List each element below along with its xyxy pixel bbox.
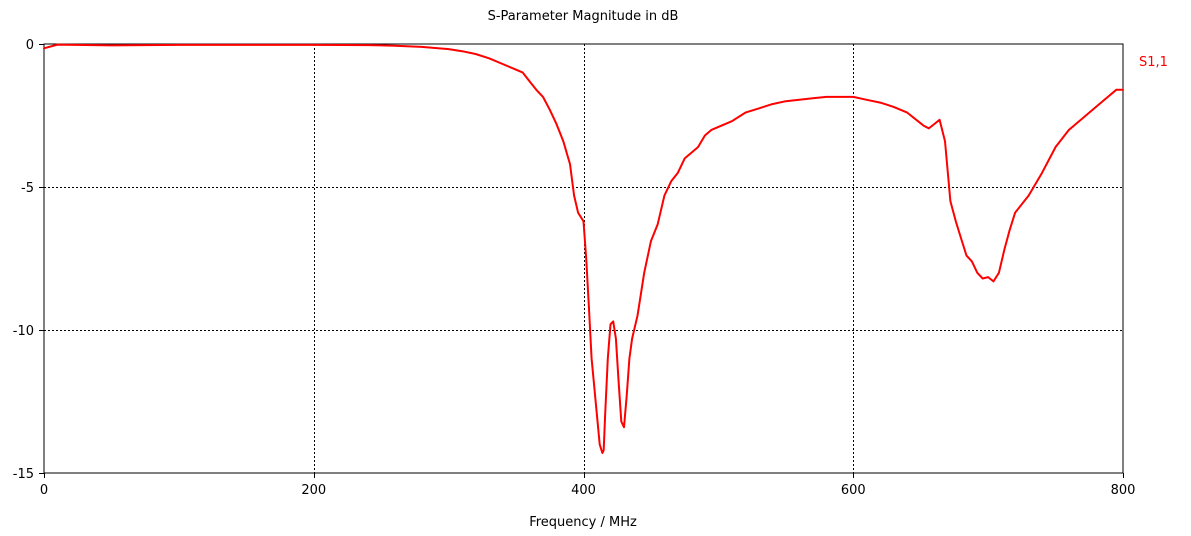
- y-tick-label: -5: [21, 181, 34, 196]
- plot-area: [43, 43, 1124, 474]
- grid-lines: [44, 44, 1123, 473]
- x-tick-label: 200: [301, 483, 326, 498]
- x-tick-label: 0: [40, 483, 48, 498]
- x-tick-label: 800: [1111, 483, 1136, 498]
- chart-title: S-Parameter Magnitude in dB: [488, 9, 679, 24]
- series-line-s11: [43, 43, 1124, 454]
- x-tick-label: 400: [571, 483, 596, 498]
- x-axis-label: Frequency / MHz: [529, 515, 637, 530]
- y-tick-label: 0: [26, 38, 34, 53]
- y-tick-label: -15: [13, 467, 34, 482]
- series-layer: [43, 43, 1124, 454]
- legend-entry-s11: S1,1: [1139, 55, 1168, 70]
- legend: S1,1: [1139, 55, 1168, 70]
- y-tick-label: -10: [13, 324, 34, 339]
- x-tick-label: 600: [841, 483, 866, 498]
- axis-ticks: 0 200 400 600 800 0 -5 -10 -15: [13, 38, 1136, 498]
